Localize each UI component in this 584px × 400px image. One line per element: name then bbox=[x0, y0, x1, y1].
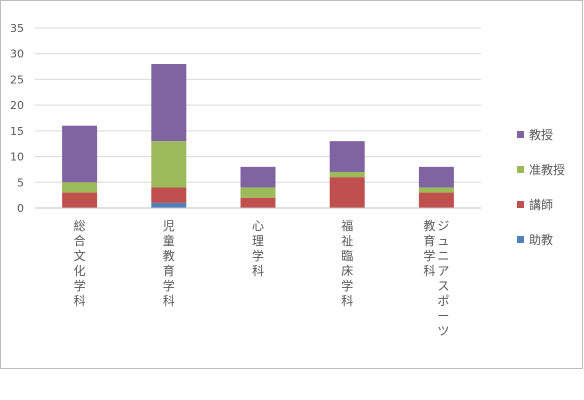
y-tick-label: 0 bbox=[17, 202, 24, 215]
legend-entry: 助教 bbox=[517, 232, 553, 247]
legend-entry: 講師 bbox=[517, 197, 553, 212]
bars bbox=[62, 64, 454, 208]
y-axis-tick-labels: 0 5 10 15 20 25 30 35 bbox=[10, 22, 24, 215]
x-tick-label-line: 教育学科 bbox=[423, 218, 435, 278]
x-tick-label-line: 福祉臨床学科 bbox=[341, 218, 353, 308]
bar-segment bbox=[151, 187, 187, 203]
bar-segment bbox=[151, 202, 187, 208]
x-tick-label: 児童教育学科 bbox=[163, 219, 175, 308]
y-tick-label: 30 bbox=[10, 48, 24, 61]
x-tick-label-line: 心理学科 bbox=[252, 219, 264, 278]
bar-segment bbox=[329, 177, 365, 208]
bar-segment bbox=[62, 192, 98, 208]
y-tick-label: 10 bbox=[10, 151, 24, 164]
bar-segment bbox=[151, 141, 187, 188]
chart-frame: 0 5 10 15 20 25 30 35 総合文化学科 児童教育学科 心理学科 福祉臨床学科 ジュニ… bbox=[0, 0, 583, 369]
legend-swatch bbox=[517, 236, 524, 243]
x-tick-label: 心理学科 bbox=[252, 219, 264, 278]
legend-swatch bbox=[517, 166, 524, 173]
gridlines bbox=[35, 27, 481, 183]
legend-swatch bbox=[517, 201, 524, 208]
bar-segment bbox=[240, 187, 276, 198]
legend-label: 准教授 bbox=[529, 162, 565, 177]
x-tick-label-line: 総合文化学科 bbox=[74, 219, 86, 308]
y-tick-label: 15 bbox=[10, 125, 24, 138]
legend-swatch bbox=[517, 131, 524, 138]
y-tick-label: 5 bbox=[17, 176, 24, 189]
bar-segment bbox=[418, 192, 454, 208]
x-tick-label-line: 児童教育学科 bbox=[163, 219, 175, 308]
stacked-bar-chart: 0 5 10 15 20 25 30 35 総合文化学科 児童教育学科 心理学科 福祉臨床学科 ジュニ… bbox=[10, 22, 565, 338]
legend-label: 助教 bbox=[529, 232, 553, 247]
x-tick-label: 福祉臨床学科 bbox=[341, 218, 353, 308]
bar-segment bbox=[151, 64, 187, 142]
bar-segment bbox=[62, 125, 98, 183]
legend-entry: 准教授 bbox=[517, 162, 565, 177]
legend-label: 教授 bbox=[529, 127, 553, 142]
bar-segment bbox=[240, 166, 276, 188]
bar-segment bbox=[418, 166, 454, 188]
bar-segment bbox=[240, 197, 276, 208]
y-tick-label: 20 bbox=[10, 99, 24, 112]
x-tick-label-line: ジュニアスポーツ bbox=[437, 219, 449, 338]
x-tick-label: 総合文化学科 bbox=[74, 219, 86, 308]
y-tick-label: 25 bbox=[10, 73, 24, 86]
bar-segment bbox=[329, 141, 365, 172]
legend-entry: 教授 bbox=[517, 127, 553, 142]
bar-segment bbox=[418, 187, 454, 193]
y-tick-label: 35 bbox=[10, 22, 24, 35]
bar-segment bbox=[62, 182, 98, 193]
bar-segment bbox=[329, 172, 365, 178]
legend-label: 講師 bbox=[529, 197, 553, 212]
